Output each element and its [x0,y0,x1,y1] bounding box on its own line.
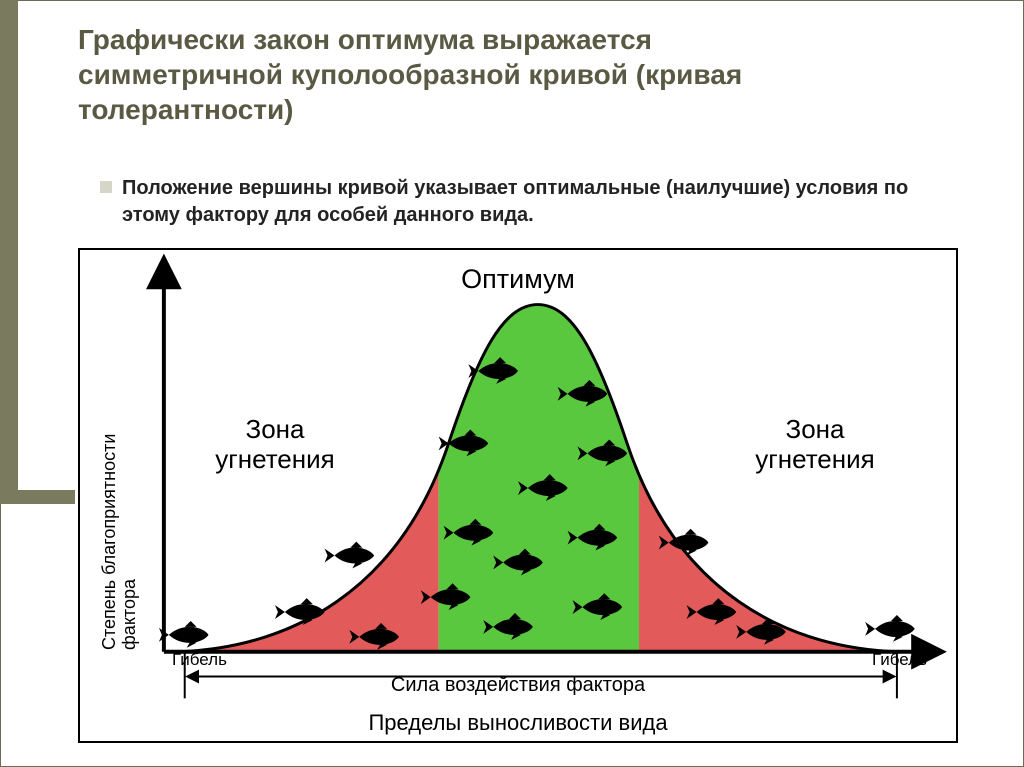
death-left-label: Гибель [172,650,227,670]
bullet-text: Положение вершины кривой указывает оптим… [122,175,940,229]
zone-text-left: Зонаугнетения [215,414,334,474]
accent-vertical-bar [0,0,18,490]
oppression-zone-right-label: Зонаугнетения [730,415,900,475]
tolerance-range-label: Пределы выносливости вида [80,710,956,736]
slide-title: Графически закон оптимума выражается сим… [78,22,958,127]
title-line-2: симметричной куполообразной кривой (крив… [78,57,958,92]
y-axis-label: Степень благоприятностифактора [100,434,140,650]
x-axis-label: Сила воздействия фактора [80,674,956,697]
bullet-item: Положение вершины кривой указывает оптим… [100,175,940,229]
optimum-label: Оптимум [80,264,956,295]
accent-horizontal-bar [0,490,75,504]
zone-text-right: Зонаугнетения [755,414,874,474]
title-line-3: толерантности) [78,92,958,127]
death-right-label: Гибель [872,650,927,670]
title-line-1: Графически закон оптимума выражается [78,22,958,57]
bullet-square-icon [100,181,112,193]
tolerance-curve-chart: Оптимум Зонаугнетения Зонаугнетения Гибе… [78,248,958,743]
oppression-zone-left-label: Зонаугнетения [190,415,360,475]
